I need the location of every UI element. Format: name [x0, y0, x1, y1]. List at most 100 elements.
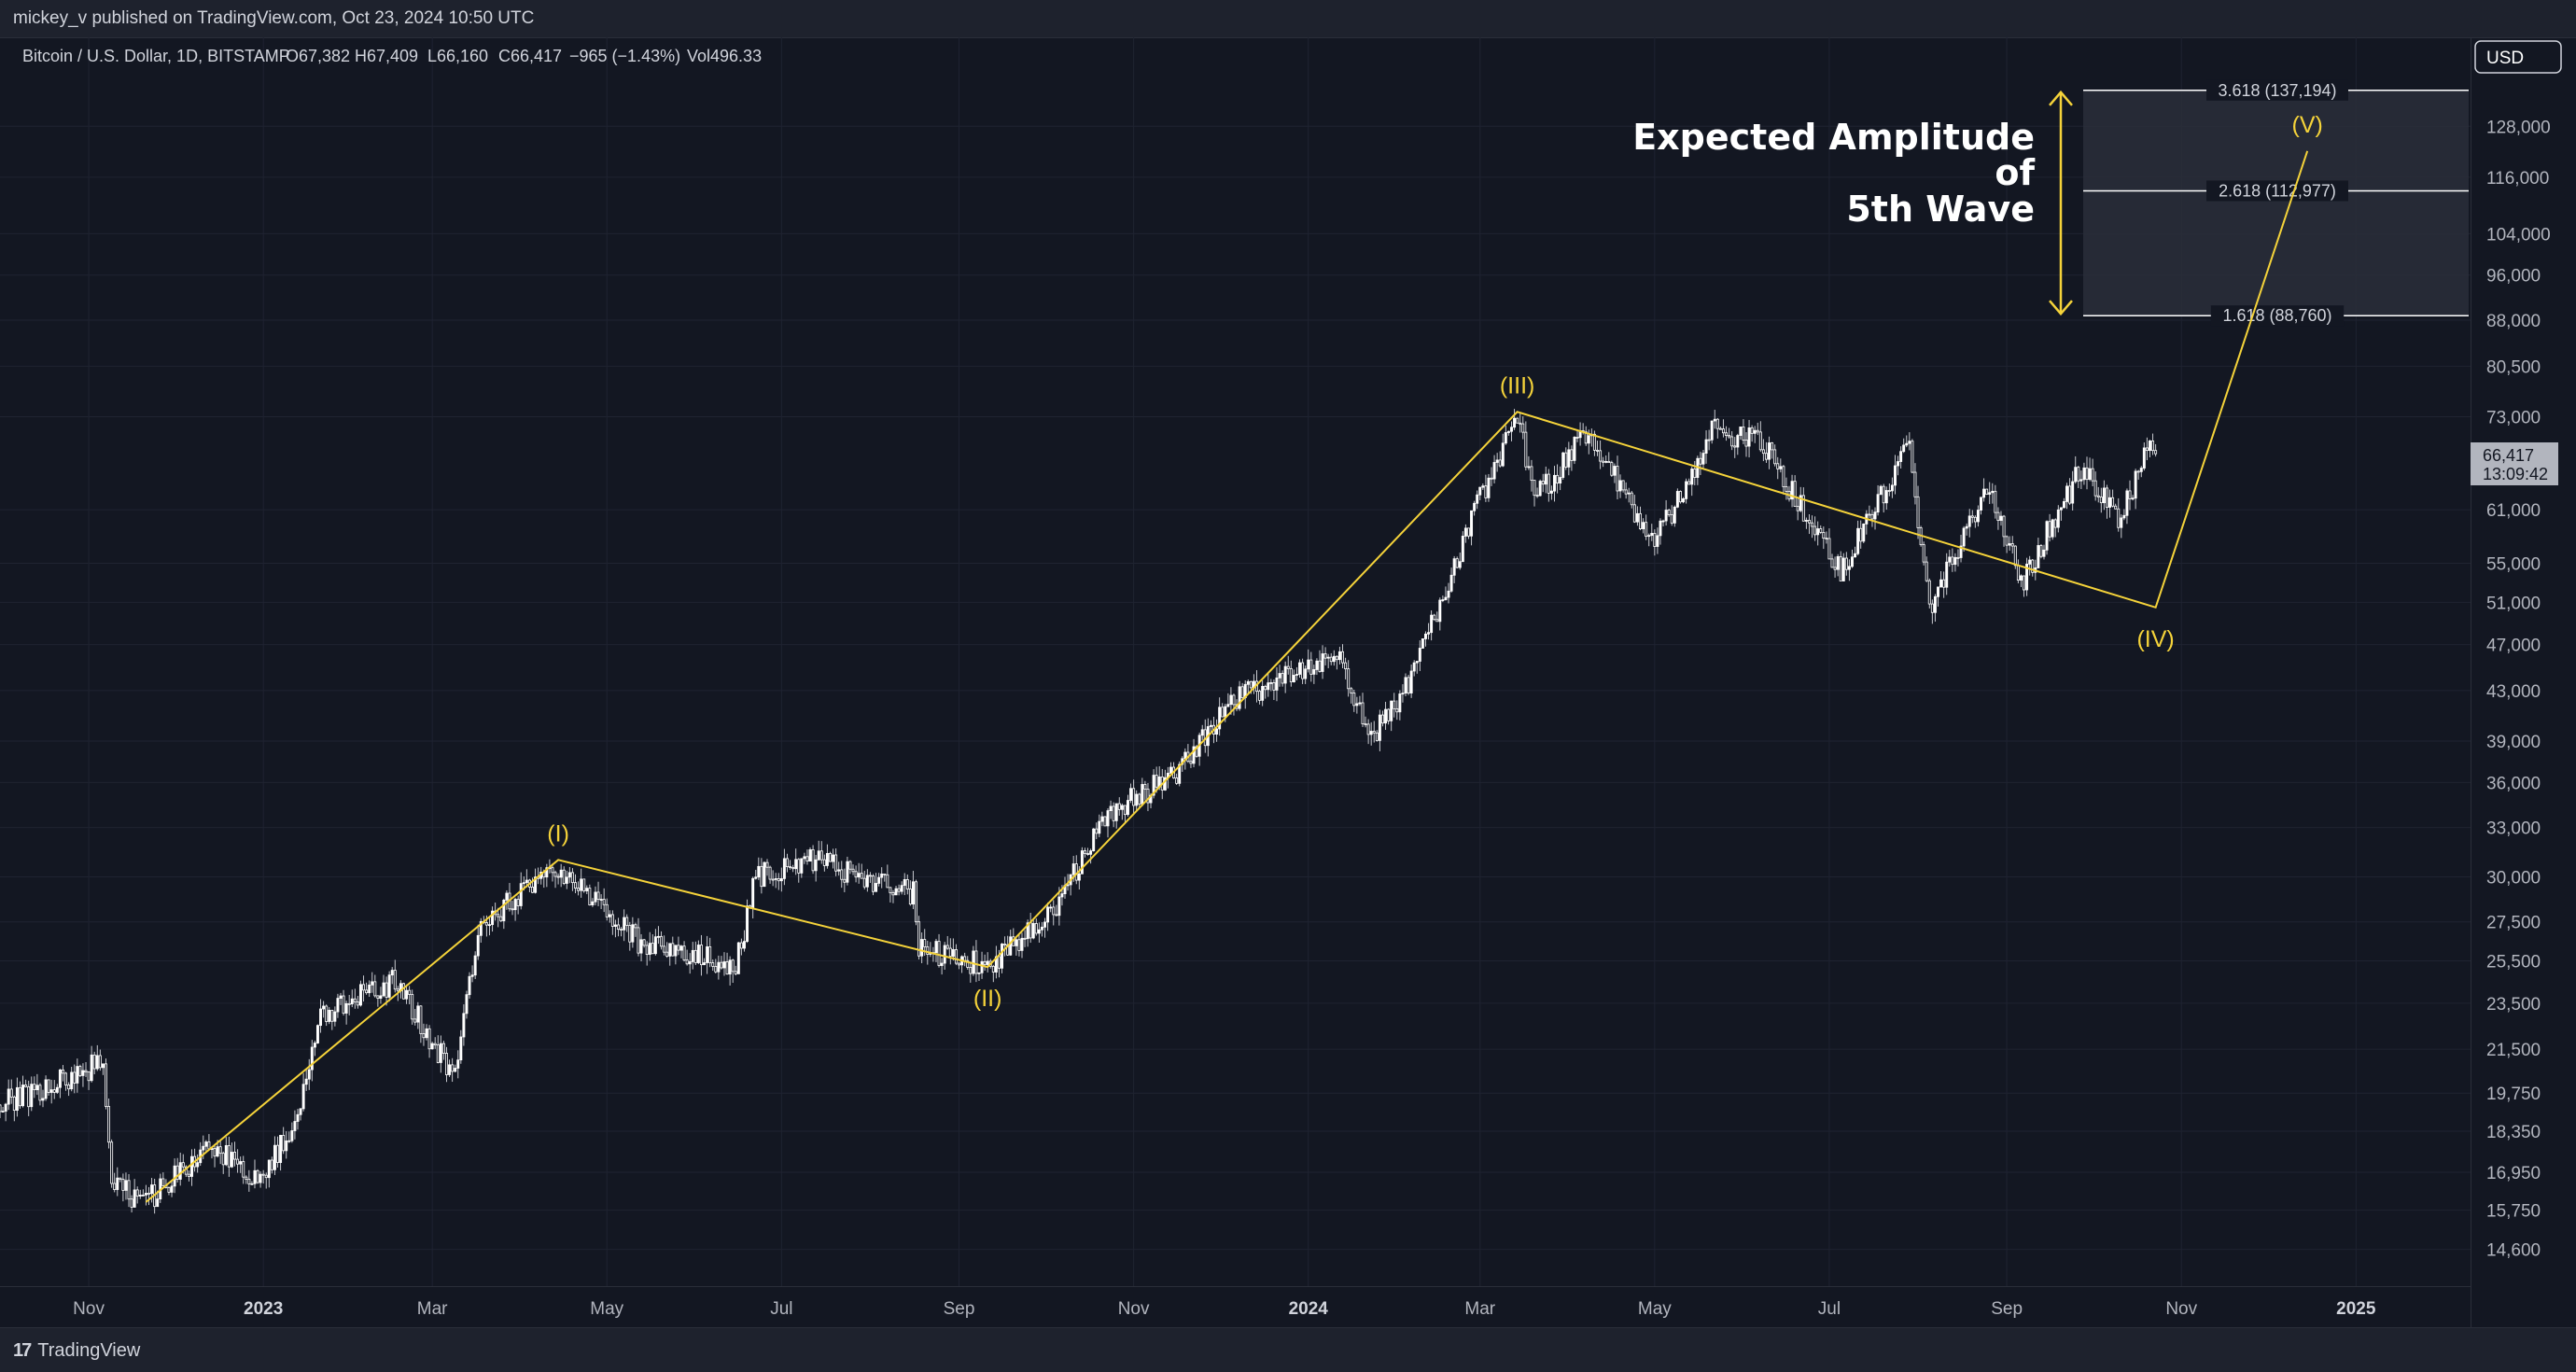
- fib-extension-zone[interactable]: [2083, 90, 2469, 316]
- wave-label: (IV): [2136, 626, 2174, 652]
- candle-up: [1384, 708, 1388, 724]
- time-axis[interactable]: Nov 2023 Mar May Jul Sep Nov 2024 Mar May Jul Sep No…: [73, 1299, 2376, 1319]
- candle-up: [1461, 536, 1464, 563]
- tradingview-logo[interactable]: 17 TradingView: [13, 1340, 140, 1362]
- candle-up: [1948, 556, 1952, 563]
- candle-up: [653, 936, 657, 955]
- candle-up: [1218, 707, 1222, 730]
- candle-up: [416, 1005, 420, 1023]
- candle-up: [1851, 556, 1854, 567]
- candle-down: [1055, 914, 1058, 917]
- candle-up: [903, 879, 906, 887]
- candle-down: [342, 995, 345, 1014]
- candle-up: [2037, 545, 2040, 568]
- candle-down: [734, 971, 737, 974]
- candle-up: [1504, 432, 1507, 444]
- candle-down: [2096, 495, 2100, 497]
- candle-down: [786, 858, 789, 867]
- candle-up: [580, 878, 583, 891]
- candle-down: [1286, 665, 1290, 669]
- legend-close: C66,417: [498, 47, 562, 65]
- candle-down: [708, 946, 712, 963]
- currency-button[interactable]: USD: [2474, 40, 2562, 74]
- candle-down: [385, 982, 388, 998]
- candle-down: [974, 950, 978, 974]
- legend-high: H67,409: [355, 47, 418, 65]
- candle-up: [940, 962, 944, 966]
- candle-up: [1080, 850, 1084, 875]
- candle-down: [811, 849, 815, 872]
- candle-down: [883, 873, 887, 875]
- candle-up: [631, 924, 635, 943]
- candle-up: [1613, 466, 1617, 476]
- candle-down: [24, 1085, 28, 1087]
- candle-down: [127, 1180, 131, 1200]
- candle-up: [736, 942, 740, 974]
- candle-up: [717, 961, 721, 973]
- candle-down: [1023, 937, 1027, 940]
- candle-down: [1728, 435, 1731, 438]
- candle-up: [1487, 477, 1491, 498]
- candle-up: [30, 1084, 34, 1108]
- candle-down: [1143, 784, 1147, 790]
- candle-down: [1083, 850, 1086, 854]
- candle-up: [525, 879, 528, 884]
- candle-up: [2120, 517, 2123, 528]
- candle-down: [1927, 580, 1931, 605]
- candle-down: [1916, 496, 1920, 528]
- candle-down: [2105, 487, 2108, 508]
- candle-down: [1973, 516, 1977, 523]
- candle-down: [1776, 463, 1780, 469]
- grid-lines: [0, 37, 2471, 1286]
- candle-down: [2023, 575, 2025, 591]
- currency-label: USD: [2486, 49, 2524, 68]
- candle-down: [330, 1009, 334, 1022]
- candle-down: [915, 881, 917, 923]
- candle-up: [911, 881, 915, 905]
- candle-down: [1535, 495, 1539, 497]
- candle-up: [459, 1036, 463, 1061]
- candle-up: [476, 934, 480, 957]
- candle-down: [1323, 653, 1327, 659]
- candle-up: [1567, 449, 1571, 468]
- candle-up: [124, 1180, 128, 1191]
- candle-down: [596, 891, 600, 900]
- candle-up: [15, 1086, 19, 1111]
- candle-up: [230, 1152, 233, 1168]
- candle-up: [1141, 784, 1144, 805]
- candle-up: [825, 852, 829, 866]
- candle-down: [677, 945, 680, 951]
- candle-down: [582, 878, 586, 891]
- candle-down: [1123, 805, 1127, 816]
- candle-down: [1882, 485, 1885, 504]
- price-axis[interactable]: 128,000 116,000 104,000 96,000 88,000 80,500 7…: [2486, 118, 2551, 1260]
- candle-up: [216, 1146, 219, 1157]
- elliott-wave-lines[interactable]: (I) (II) (III) (IV) (V): [145, 112, 2323, 1203]
- candle-down: [1610, 462, 1614, 476]
- candle-down: [1095, 828, 1099, 834]
- fib-levels[interactable]: 3.618 (137,194) 2.618 (112,977) 1.618 (88,…: [2083, 79, 2469, 327]
- candle-up: [138, 1195, 142, 1197]
- candle-down: [2093, 480, 2097, 497]
- candle-down: [98, 1055, 102, 1069]
- candle-up: [1098, 820, 1101, 834]
- candle-down: [1970, 515, 1974, 518]
- candle-up: [1163, 777, 1167, 791]
- candle-up: [728, 959, 732, 975]
- price-tick-label: 18,350: [2486, 1123, 2541, 1142]
- candle-down: [610, 914, 614, 927]
- candle-up: [857, 873, 861, 878]
- candle-up: [1267, 682, 1270, 691]
- candle-up: [1358, 702, 1362, 705]
- candle-down: [1361, 702, 1365, 724]
- candle-up: [1127, 800, 1129, 816]
- candle-down: [373, 981, 377, 997]
- candle-up: [1661, 520, 1665, 523]
- candle-up: [722, 961, 726, 969]
- candle-down: [1632, 504, 1636, 523]
- candle-up: [1999, 515, 2003, 521]
- candle-up: [1312, 669, 1316, 675]
- time-tick-label: Sep: [944, 1299, 975, 1319]
- candle-up: [267, 1159, 271, 1179]
